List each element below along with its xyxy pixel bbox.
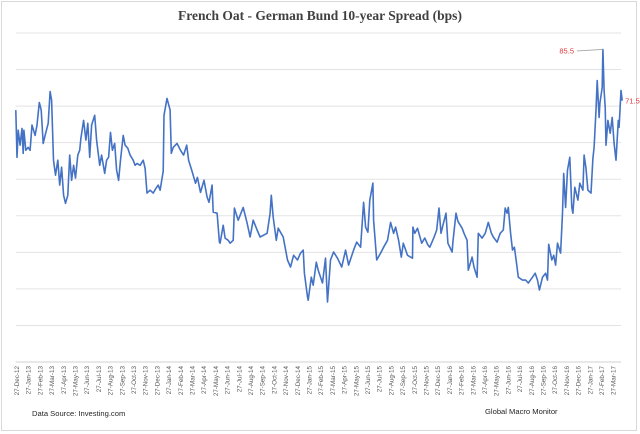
x-tick-label: 27-Nov-13 xyxy=(143,366,150,396)
x-tick-label: 27-Oct-15 xyxy=(412,366,419,394)
x-tick-label: 27-Jul-16 xyxy=(517,366,524,393)
x-tick-label: 27-Feb-13 xyxy=(37,366,44,396)
x-tick-label: 27-Nov-15 xyxy=(424,366,431,396)
x-tick-label: 27-Jan-14 xyxy=(166,366,173,395)
x-tick-label: 27-Aug-13 xyxy=(108,366,115,396)
gridlines xyxy=(16,32,621,363)
x-tick-label: 27-May-16 xyxy=(494,366,501,397)
x-tick-label: 27-Jul-14 xyxy=(236,366,243,393)
x-tick-label: 27-Oct-13 xyxy=(131,366,138,394)
chart-title: French Oat - German Bund 10-year Spread … xyxy=(178,8,462,23)
x-tick-label: 27-Mar-17 xyxy=(611,366,618,396)
x-tick-label: 27-Oct-16 xyxy=(552,366,559,394)
x-tick-label: 27-Dec-13 xyxy=(154,366,161,396)
x-tick-label: 27-Sep-16 xyxy=(541,366,548,396)
x-tick-label: 27-Sep-15 xyxy=(400,366,407,396)
x-tick-label: 27-Jan-17 xyxy=(587,366,594,395)
series-line-path xyxy=(15,48,623,303)
x-tick-label: 27-Apr-16 xyxy=(482,366,489,394)
x-tick-label: 27-May-14 xyxy=(213,366,220,397)
x-tick-label: 27-Jul-13 xyxy=(96,366,103,393)
x-tick-label: 27-Dec-12 xyxy=(14,366,21,396)
peak-value-label: 85.5 xyxy=(559,46,574,55)
x-tick-label: 27-Jul-15 xyxy=(377,366,384,393)
x-tick-label: 27-Jun-16 xyxy=(505,366,512,395)
x-axis-tick-labels: 27-Dec-12 27-Jan-13 27-Feb-13 27-Mar-13 27-A… xyxy=(14,366,618,397)
x-tick-label: 27-Apr-14 xyxy=(201,366,208,394)
x-tick-label: 27-Mar-16 xyxy=(470,366,477,396)
last-value-label: 71.5 xyxy=(625,97,640,106)
x-tick-label: 27-Sep-14 xyxy=(260,366,267,396)
x-tick-label: 27-Feb-16 xyxy=(459,366,466,396)
x-tick-label: 27-Mar-15 xyxy=(330,366,337,396)
x-tick-label: 27-Aug-16 xyxy=(529,366,536,396)
x-tick-label: 27-Oct-14 xyxy=(271,366,278,394)
x-tick-label: 27-Feb-17 xyxy=(599,366,606,396)
x-tick-label: 27-Nov-16 xyxy=(564,366,571,396)
series-line xyxy=(15,48,623,303)
data-source-label: Data Source: Investing.com xyxy=(32,409,125,418)
x-tick-label: 27-Jan-13 xyxy=(26,366,33,395)
x-tick-label: 27-Nov-14 xyxy=(283,366,290,396)
annotation-leader-line xyxy=(576,49,603,52)
x-tick-label: 27-Dec-14 xyxy=(295,366,302,396)
x-tick-label: 27-Apr-15 xyxy=(342,366,349,394)
x-tick-label: 27-May-13 xyxy=(73,366,80,397)
credit-label: Global Macro Monitor xyxy=(485,407,558,416)
x-tick-label: 27-Apr-13 xyxy=(61,366,68,394)
x-tick-label: 27-May-15 xyxy=(353,366,360,397)
x-tick-label: 27-Feb-14 xyxy=(178,366,185,396)
x-tick-label: 27-Aug-14 xyxy=(248,366,255,396)
x-tick-label: 27-Jan-16 xyxy=(447,366,454,395)
x-tick-label: 27-Feb-15 xyxy=(318,366,325,396)
x-tick-label: 27-Sep-13 xyxy=(119,366,126,396)
x-tick-label: 27-Aug-15 xyxy=(388,366,395,396)
x-tick-label: 27-Jun-15 xyxy=(365,366,372,395)
x-tick-label: 27-Mar-13 xyxy=(49,366,56,396)
x-tick-label: 27-Jun-13 xyxy=(84,366,91,395)
x-tick-label: 27-Dec-16 xyxy=(576,366,583,396)
x-tick-label: 27-Jun-14 xyxy=(225,366,232,395)
x-tick-label: 27-Mar-14 xyxy=(190,366,197,396)
x-tick-label: 27-Dec-15 xyxy=(435,366,442,396)
x-tick-label: 27-Jan-15 xyxy=(307,366,314,395)
annotations: 85.5 71.5 xyxy=(559,46,639,105)
